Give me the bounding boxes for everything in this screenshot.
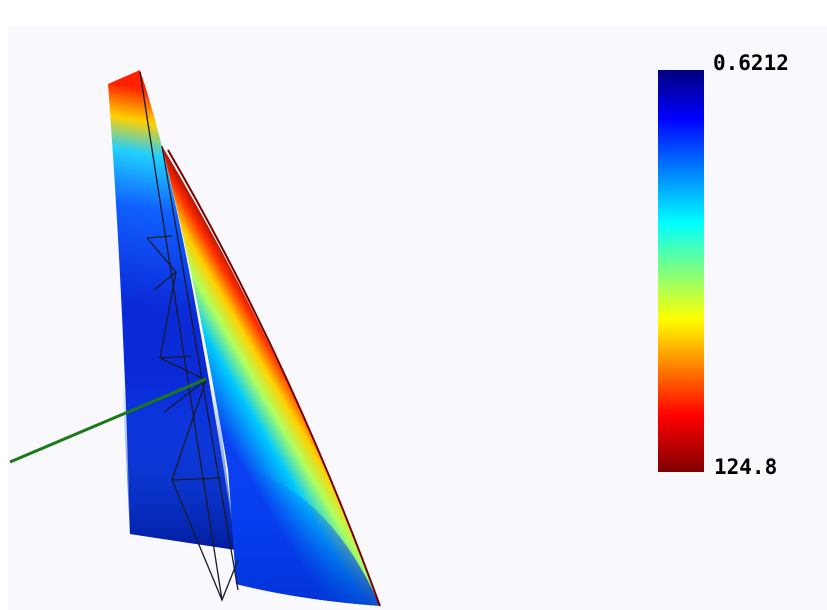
colorbar-top-label: 0.6212 <box>713 51 789 75</box>
boom-line <box>9 377 207 464</box>
jib-sail <box>162 146 380 606</box>
colorbar-bottom-label: 124.8 <box>714 455 777 479</box>
jib-leech <box>167 149 381 607</box>
colorbar <box>658 70 704 472</box>
jib-sail-shade <box>205 460 380 606</box>
